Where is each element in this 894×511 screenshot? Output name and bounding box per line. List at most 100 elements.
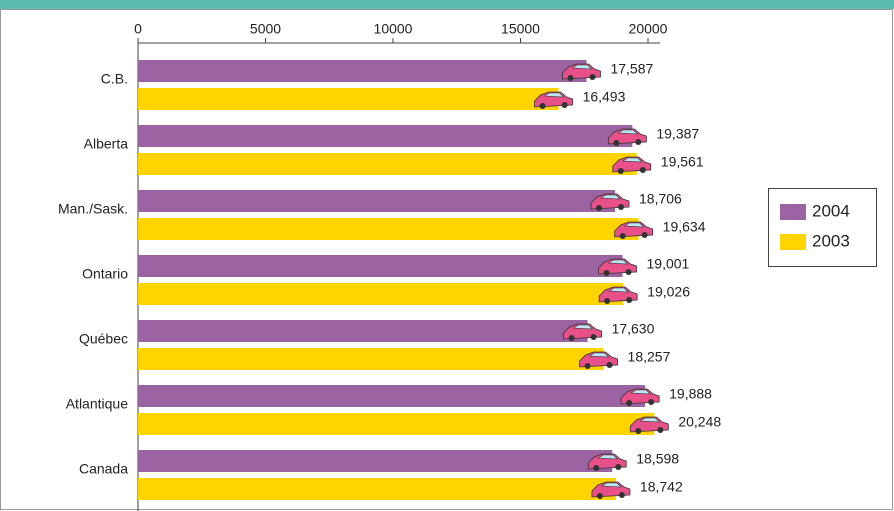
value-label: 19,026 [647, 284, 690, 300]
legend-label: 2003 [812, 231, 850, 250]
car-wheel [618, 204, 625, 210]
value-label: 19,634 [663, 219, 706, 235]
car-wheel [615, 464, 622, 470]
bar [138, 88, 559, 110]
car-wheel [604, 298, 611, 304]
car-wheel [606, 362, 613, 368]
car-wheel [593, 465, 600, 471]
car-wheel [617, 168, 624, 174]
bar [138, 190, 616, 212]
bar [138, 153, 637, 175]
car-icon [579, 351, 618, 369]
bar [138, 478, 616, 500]
value-label: 18,742 [640, 479, 683, 495]
car-wheel [561, 102, 568, 108]
y-tick-label: Alberta [84, 136, 129, 152]
x-tick-label: 20000 [629, 21, 668, 37]
value-label: 17,630 [612, 321, 655, 337]
bar [138, 450, 613, 472]
y-tick-label: C.B. [101, 71, 128, 87]
bar [138, 60, 587, 82]
value-label: 19,001 [647, 256, 690, 272]
car-window [623, 222, 645, 228]
bar [138, 385, 646, 407]
x-tick-label: 10000 [374, 21, 413, 37]
top-band [0, 0, 894, 9]
value-label: 20,248 [678, 414, 721, 430]
legend-swatch [780, 234, 806, 250]
car-wheel [603, 270, 610, 276]
car-wheel [596, 205, 603, 211]
car-window [543, 92, 565, 98]
x-tick-label: 5000 [250, 21, 281, 37]
car-window [608, 287, 629, 293]
car-icon [620, 388, 660, 406]
car-wheel [635, 139, 642, 145]
car-window [571, 64, 593, 70]
car-wheel [539, 103, 546, 109]
car-window [621, 157, 643, 163]
car-wheel [619, 233, 626, 239]
bar [138, 320, 588, 342]
car-wheel [639, 167, 646, 173]
car-wheel [590, 334, 597, 340]
y-tick-label: Québec [79, 331, 128, 347]
car-window [607, 259, 629, 265]
y-tick-label: Canada [79, 461, 128, 477]
car-icon [598, 286, 638, 304]
x-tick-label: 15000 [501, 21, 540, 37]
car-icon [629, 416, 669, 434]
car-wheel [613, 140, 620, 146]
legend: 2004 2003 [768, 188, 877, 267]
legend-box [768, 188, 877, 267]
car-wheel [596, 493, 603, 499]
bar [138, 413, 655, 435]
car-wheel [641, 232, 648, 238]
car-icon [534, 91, 573, 109]
legend-label: 2004 [812, 201, 850, 220]
car-icon [607, 128, 647, 146]
car-window [588, 352, 610, 358]
value-label: 18,598 [636, 451, 679, 467]
x-tick-label: 0 [134, 21, 142, 37]
car-icon [591, 481, 631, 499]
value-label: 18,706 [639, 191, 682, 207]
car-wheel [635, 428, 642, 434]
car-wheel [626, 297, 633, 303]
y-tick-label: Man./Sask. [58, 201, 128, 217]
car-icon [614, 221, 654, 239]
car-window [600, 194, 621, 200]
legend-swatch [780, 204, 806, 220]
car-wheel [618, 492, 625, 498]
car-window [630, 389, 651, 395]
car-icon [612, 156, 652, 174]
frame [0, 9, 893, 510]
car-wheel [625, 269, 632, 275]
car-window [597, 454, 619, 460]
bar [138, 125, 633, 147]
value-label: 19,888 [669, 386, 712, 402]
value-label: 19,387 [656, 126, 699, 142]
car-wheel [648, 399, 655, 405]
car-icon [587, 453, 627, 471]
value-label: 17,587 [610, 61, 653, 77]
car-icon [562, 63, 601, 81]
car-wheel [567, 75, 574, 81]
car-wheel [626, 400, 633, 406]
bar [138, 218, 639, 240]
car-window [572, 324, 594, 330]
y-tick-label: Ontario [82, 266, 128, 282]
car-wheel [584, 363, 591, 369]
car-wheel [657, 427, 664, 433]
value-label: 18,257 [628, 349, 671, 365]
y-tick-label: Atlantique [66, 396, 128, 412]
car-window [639, 417, 661, 423]
value-label: 16,493 [583, 89, 626, 105]
car-window [600, 482, 622, 488]
car-wheel [568, 335, 575, 341]
car-window [617, 129, 639, 135]
car-icon [563, 323, 602, 341]
car-icon [590, 193, 630, 211]
car-wheel [589, 74, 596, 80]
